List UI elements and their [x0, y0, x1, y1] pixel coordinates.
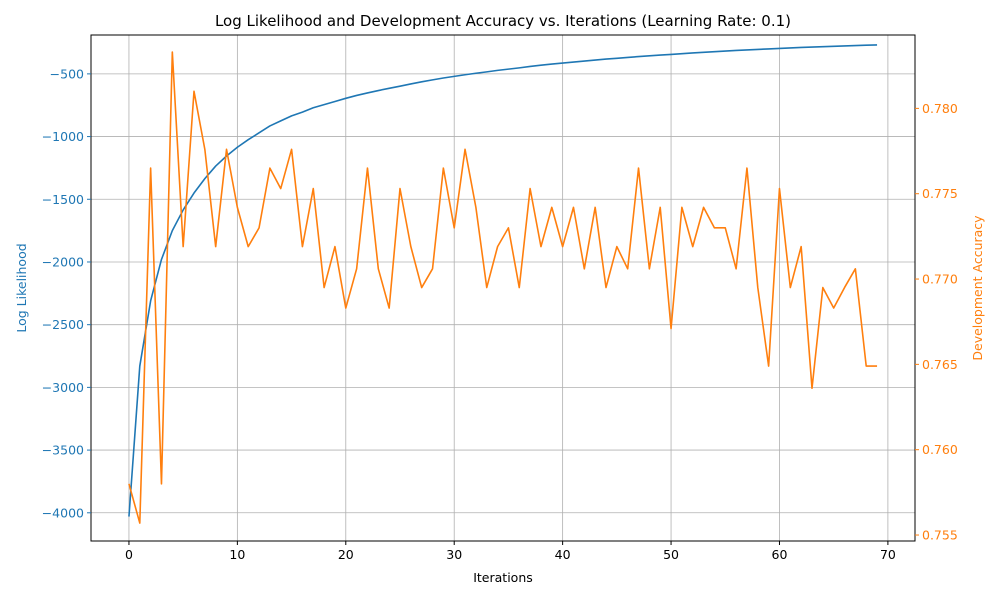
x-tick-label: 20	[338, 547, 354, 562]
left-y-tick-label: −1500	[42, 192, 84, 207]
right-y-tick-label: 0.760	[922, 442, 958, 457]
x-axis-label: Iterations	[473, 570, 533, 585]
left-y-axis-label: Log Likelihood	[14, 243, 29, 332]
development-accuracy-line	[128, 51, 878, 524]
x-tick-label: 0	[125, 547, 133, 562]
x-axis: 0 10 20 30 40 50 60 70	[125, 541, 896, 562]
x-tick-label: 10	[229, 547, 245, 562]
right-y-tick-label: 0.780	[922, 101, 958, 116]
left-y-tick-label: −2500	[42, 317, 84, 332]
left-y-tick-label: −3000	[42, 380, 84, 395]
log-likelihood-line	[128, 44, 878, 517]
right-y-tick-label: 0.765	[922, 357, 958, 372]
left-y-tick-label: −4000	[42, 505, 84, 520]
x-tick-label: 70	[880, 547, 896, 562]
right-y-axis-label: Development Accuracy	[970, 215, 985, 361]
left-y-tick-label: −1000	[42, 129, 84, 144]
plot-frame	[90, 34, 916, 542]
right-y-tick-label: 0.775	[922, 186, 958, 201]
series-lines	[128, 44, 878, 524]
right-y-axis: 0.755 0.760 0.765 0.770 0.775 0.780	[915, 101, 958, 543]
left-y-tick-label: −3500	[42, 443, 84, 458]
right-y-tick-label: 0.770	[922, 272, 958, 287]
chart-title: Log Likelihood and Development Accuracy …	[215, 12, 791, 30]
left-y-tick-label: −2000	[42, 254, 84, 269]
x-tick-label: 30	[446, 547, 462, 562]
grid	[91, 35, 915, 541]
x-tick-label: 60	[772, 547, 788, 562]
right-y-tick-label: 0.755	[922, 528, 958, 543]
x-tick-label: 40	[555, 547, 571, 562]
x-tick-label: 50	[663, 547, 679, 562]
left-y-tick-label: −500	[50, 66, 84, 81]
left-y-axis: −4000 −3500 −3000 −2500 −2000 −1500 −1000 −500	[42, 66, 91, 520]
